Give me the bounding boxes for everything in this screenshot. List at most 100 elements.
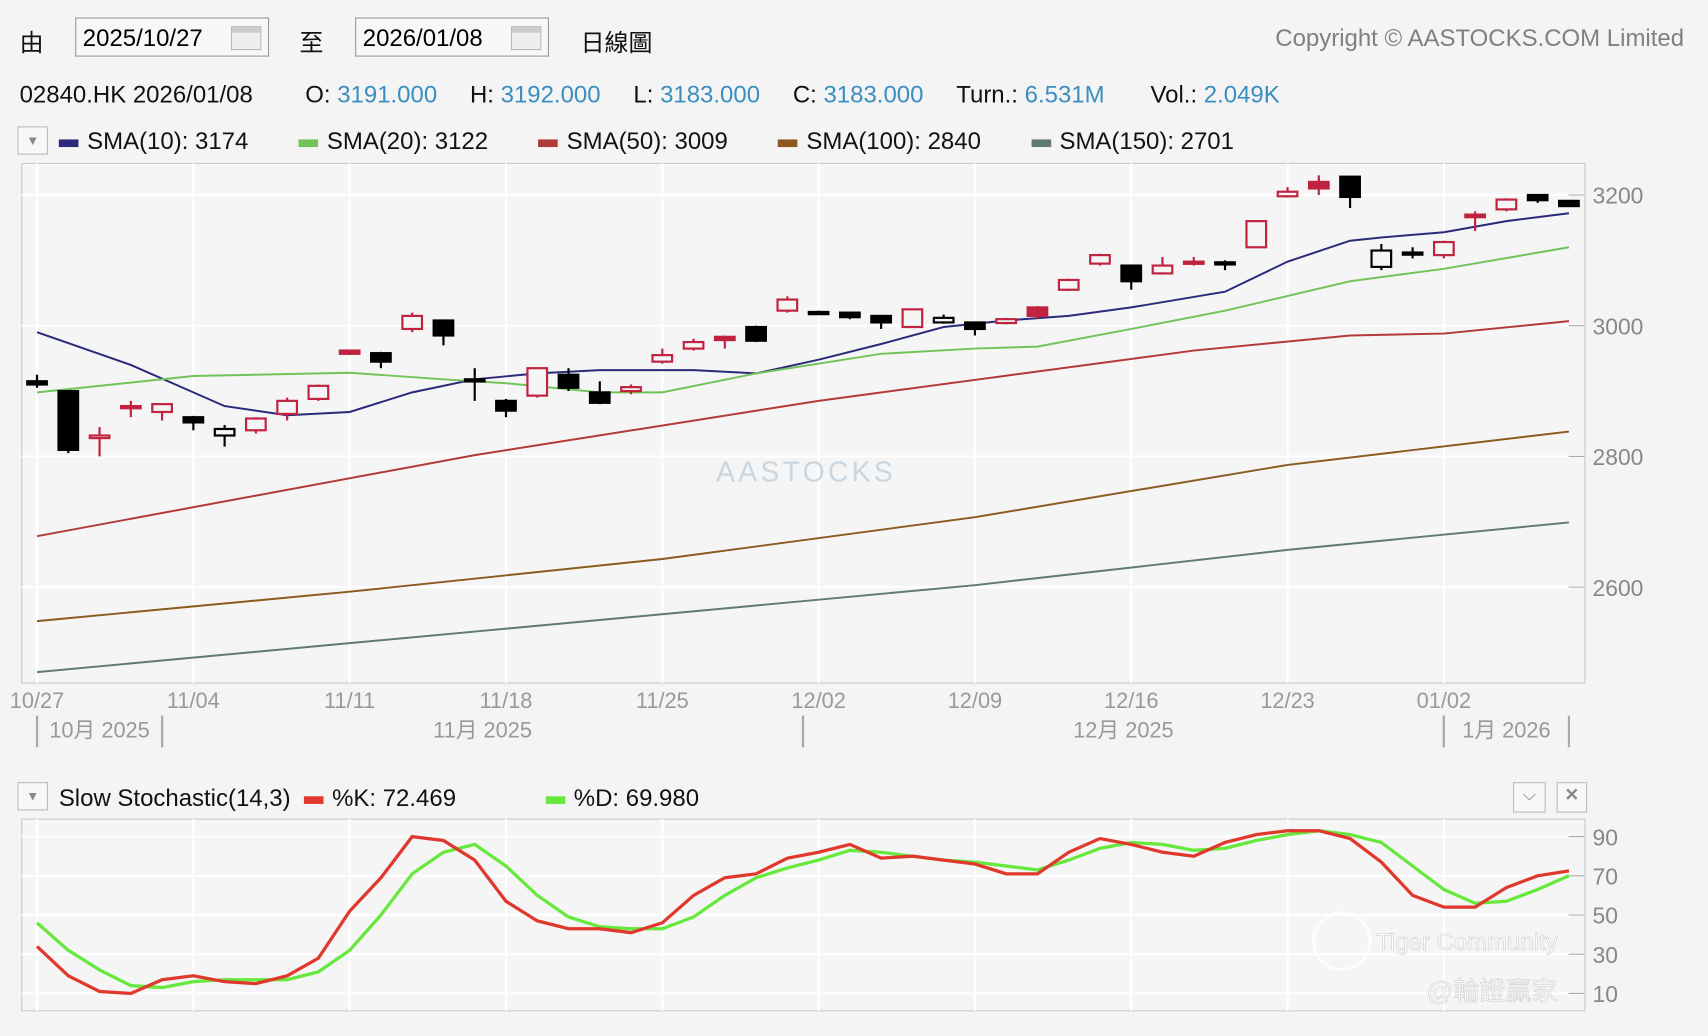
candle-body (807, 310, 830, 316)
candle (901, 308, 924, 329)
candle (776, 296, 799, 313)
candle-body (1151, 264, 1174, 275)
candle-body (1339, 175, 1361, 199)
stochastic-title: Slow Stochastic(14,3) (58, 784, 291, 812)
date-axis-label: 12/02 (791, 688, 845, 713)
candle (276, 397, 299, 421)
candle (1089, 253, 1111, 266)
date-axis-label: 01/02 (1417, 688, 1471, 713)
candle (526, 367, 549, 398)
sma100-legend: SMA(100): 2840 (806, 127, 981, 155)
close-value: 3183.000 (823, 80, 924, 108)
overlay-dropdown-button[interactable]: ▼ (17, 126, 48, 155)
to-date-input[interactable]: 2026/01/08 (355, 17, 550, 57)
candle (1245, 220, 1268, 249)
candle (1151, 257, 1174, 275)
turnover-value: 6.531M (1024, 80, 1105, 108)
candle-body (1307, 180, 1330, 190)
candle-body (1026, 306, 1049, 317)
candle (557, 368, 580, 392)
candle-body (370, 352, 392, 363)
stochastic-axis-label: 90 (1593, 824, 1618, 850)
candle-body (1526, 193, 1549, 202)
candle-body (776, 298, 799, 312)
candle-body (932, 316, 955, 324)
stochastic-axis-label: 50 (1593, 903, 1618, 929)
candle-body (26, 380, 48, 386)
candle-body (588, 391, 611, 404)
candle-body (213, 427, 236, 437)
low-label: L: (633, 80, 654, 108)
candle-body (1245, 220, 1268, 249)
stochastic-axis-label: 30 (1593, 942, 1618, 968)
k-legend: %K: 72.469 (332, 784, 457, 812)
candle (213, 425, 236, 447)
candle (26, 374, 48, 388)
candle (88, 427, 111, 457)
candle (745, 325, 767, 343)
candle-body (88, 434, 111, 440)
candle-body (432, 319, 455, 337)
chart-type-daily[interactable]: 日線圖 (580, 29, 653, 57)
candle-body (338, 349, 361, 355)
month-label: 1月 2026 (1462, 717, 1550, 742)
tiger-community-watermark: Tiger Community @輪證贏家 (1312, 911, 1558, 1006)
candle-body (1401, 251, 1424, 256)
candle (432, 319, 455, 346)
sma20-swatch (298, 139, 319, 147)
candle (1464, 211, 1487, 231)
aastocks-watermark: AASTOCKS (716, 456, 896, 488)
candle (401, 312, 424, 333)
open-label: O: (305, 80, 331, 108)
date-axis-label: 12/09 (948, 688, 1002, 713)
sma-line-150 (36, 521, 1570, 674)
sma-line-100 (36, 430, 1570, 623)
date-axis-label: 11/18 (480, 688, 533, 713)
candle-body (182, 416, 205, 424)
candle-body (463, 378, 486, 383)
candle-body (276, 399, 299, 416)
candle (1558, 199, 1580, 208)
stochastic-legend: Slow Stochastic(14,3) %K: 72.469 %D: 69.… (59, 784, 699, 812)
close-indicator-button[interactable]: ✕ (1556, 782, 1588, 813)
candle-body (901, 308, 924, 329)
candle-body (1464, 213, 1487, 219)
from-date-input[interactable]: 2025/10/27 (75, 17, 270, 57)
candle-body (307, 384, 330, 400)
volume-value: 2.049K (1203, 80, 1280, 108)
candle-body (620, 386, 642, 393)
stochastic-axis-label: 10 (1593, 981, 1618, 1007)
to-date-value: 2026/01/08 (362, 23, 483, 52)
candle-body (119, 405, 142, 410)
candle-body (651, 354, 674, 363)
month-label: 12月 2025 (1073, 717, 1173, 742)
candle (119, 400, 142, 418)
collapse-indicator-button[interactable]: ⌵ (1513, 782, 1546, 813)
tiger-logo-icon (1312, 911, 1372, 972)
sma-line-20 (36, 246, 1570, 394)
month-label: 10月 2025 (49, 717, 149, 742)
candle (838, 311, 861, 320)
candle (307, 384, 330, 401)
candle (1495, 198, 1518, 212)
from-label: 由 (19, 29, 44, 57)
sma150-swatch (1031, 139, 1051, 147)
close-label: C: (792, 80, 817, 108)
indicator-dropdown-button[interactable]: ▼ (17, 782, 48, 811)
candle (463, 368, 486, 401)
candle-body (244, 417, 267, 432)
candle (588, 381, 611, 405)
candle (338, 349, 361, 356)
candle (370, 351, 392, 369)
calendar-icon[interactable] (230, 26, 262, 51)
candle-body (1370, 249, 1393, 268)
candle (495, 398, 517, 418)
candle (1401, 247, 1424, 259)
calendar-icon[interactable] (510, 26, 542, 51)
candle-body (151, 403, 173, 414)
sma50-swatch (538, 139, 558, 147)
candle-body (1057, 278, 1080, 291)
candle-body (713, 335, 736, 342)
candle-body (1089, 254, 1111, 265)
